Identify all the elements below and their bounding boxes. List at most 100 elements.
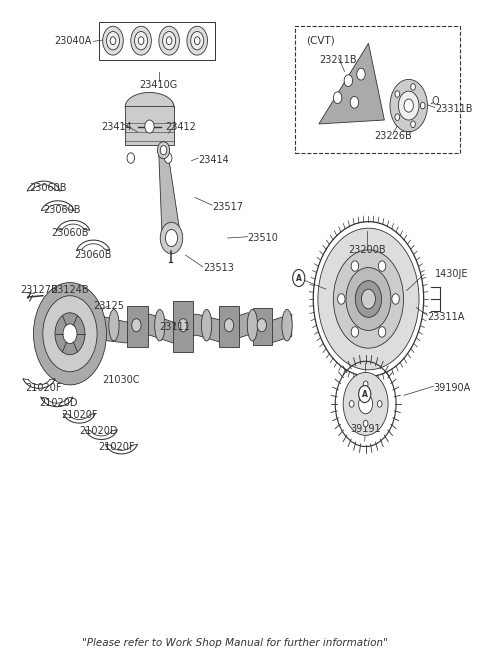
Text: 23060B: 23060B [30,183,67,193]
Polygon shape [253,307,272,345]
Circle shape [318,228,419,370]
Circle shape [433,97,439,104]
Text: 21020D: 21020D [79,426,117,436]
Circle shape [363,420,368,427]
Circle shape [378,327,386,337]
Text: 23060B: 23060B [74,250,112,260]
Circle shape [404,99,413,112]
Text: 23040A: 23040A [55,36,92,47]
Ellipse shape [202,309,212,341]
Circle shape [160,146,167,155]
Text: 21020F: 21020F [98,442,135,451]
Text: 23517: 23517 [212,202,243,212]
Polygon shape [319,43,384,124]
Circle shape [127,153,134,164]
Text: 23200B: 23200B [348,245,385,255]
Polygon shape [219,306,240,347]
Text: 39190A: 39190A [433,382,471,392]
Text: 23412: 23412 [166,122,196,131]
Circle shape [351,327,359,337]
Circle shape [357,68,365,80]
Circle shape [351,261,359,271]
Circle shape [344,75,352,87]
Circle shape [392,294,399,304]
Circle shape [179,319,188,332]
Circle shape [132,319,141,332]
Circle shape [160,222,183,254]
Circle shape [159,26,180,55]
Circle shape [224,319,234,332]
Text: 23060B: 23060B [44,206,81,215]
Circle shape [165,153,172,164]
Circle shape [194,37,200,45]
Text: 23410G: 23410G [140,79,178,89]
Circle shape [337,294,345,304]
Text: 23125: 23125 [94,300,125,311]
Circle shape [167,37,172,45]
Circle shape [110,37,116,45]
Circle shape [420,102,425,109]
Circle shape [43,296,97,372]
Circle shape [411,121,415,127]
Circle shape [395,91,400,97]
Text: 23211B: 23211B [320,55,357,64]
Text: 21020F: 21020F [61,410,97,420]
Text: 23127B: 23127B [20,286,58,296]
Text: "Please refer to Work Shop Manual for further information": "Please refer to Work Shop Manual for fu… [82,639,387,648]
Circle shape [411,83,415,90]
Circle shape [138,37,144,45]
Text: 23111: 23111 [159,322,190,332]
Text: A: A [362,390,368,399]
Circle shape [378,261,386,271]
Text: 21020D: 21020D [39,397,78,407]
Text: 1430JE: 1430JE [435,269,468,279]
Circle shape [390,79,427,132]
Circle shape [145,120,154,133]
Circle shape [157,142,169,159]
Circle shape [359,394,372,414]
Text: 23510: 23510 [248,233,278,243]
Circle shape [166,229,178,246]
Polygon shape [92,313,292,343]
Circle shape [334,92,342,104]
Circle shape [334,250,404,348]
Circle shape [346,267,391,330]
Text: 21020F: 21020F [25,382,61,392]
Circle shape [350,97,359,108]
Ellipse shape [109,309,119,341]
Circle shape [187,26,207,55]
Text: 23060B: 23060B [51,229,89,238]
Text: 23311B: 23311B [435,104,472,114]
Circle shape [343,373,388,436]
Circle shape [107,32,120,50]
Text: 23513: 23513 [203,263,234,273]
Ellipse shape [155,309,165,341]
Circle shape [134,32,148,50]
Circle shape [63,324,77,344]
Polygon shape [173,301,193,352]
Circle shape [55,313,85,355]
Circle shape [34,283,107,385]
Circle shape [349,401,354,407]
Circle shape [191,32,204,50]
Circle shape [103,26,123,55]
Text: A: A [296,273,302,283]
Ellipse shape [282,309,292,341]
Polygon shape [127,306,148,347]
Text: 23124B: 23124B [51,286,89,296]
Text: 39191: 39191 [350,424,381,434]
Text: 23414: 23414 [198,155,229,165]
Circle shape [395,114,400,120]
Text: (CVT): (CVT) [306,35,335,45]
Ellipse shape [247,309,258,341]
Polygon shape [159,155,181,238]
Circle shape [398,91,419,120]
Circle shape [163,32,176,50]
Text: 23414: 23414 [101,122,132,131]
Circle shape [361,289,375,309]
Circle shape [257,319,266,332]
Text: 23311A: 23311A [427,311,465,322]
Text: 21030C: 21030C [103,374,140,384]
Text: 23226B: 23226B [374,131,412,141]
Circle shape [377,401,382,407]
